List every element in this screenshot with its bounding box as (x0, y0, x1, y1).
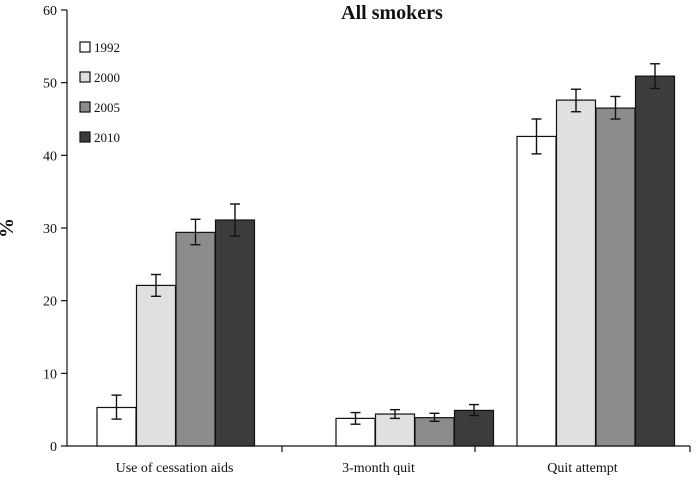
x-category-label: Quit attempt (547, 461, 617, 476)
y-tick-label: 30 (43, 222, 57, 237)
legend-swatch-2000 (79, 71, 91, 83)
y-axis-label: % (0, 218, 18, 238)
legend-label: 2000 (94, 70, 120, 85)
chart-title: All smokers (341, 2, 443, 24)
legend-label: 1992 (94, 40, 120, 55)
bar-2000 (135, 284, 177, 447)
x-category-label: 3-month quit (342, 461, 415, 476)
bar-2000 (374, 413, 416, 447)
y-tick-label: 10 (43, 367, 57, 382)
legend-swatch-1992 (79, 41, 91, 53)
legend-label: 2010 (94, 130, 120, 145)
legend-label: 2005 (94, 100, 120, 115)
bar-2010 (214, 219, 256, 447)
y-tick-label: 50 (43, 77, 57, 92)
y-tick-label: 60 (43, 4, 57, 19)
y-tick-label: 0 (50, 440, 57, 455)
y-tick-label: 40 (43, 149, 57, 164)
bar-2000 (555, 99, 597, 447)
bar-2010 (453, 409, 495, 447)
y-tick-label: 20 (43, 295, 57, 310)
bar-series-group (96, 63, 676, 447)
bar-2005 (175, 231, 216, 447)
y-axis-ticks: 0 10 20 30 40 50 60 (43, 4, 67, 455)
x-axis-categories: Use of cessation aids 3-month quit Quit at… (116, 446, 691, 476)
bar-2005 (595, 107, 636, 447)
legend-swatch-2005 (79, 101, 91, 113)
legend: 1992 2000 2005 2010 (79, 40, 120, 145)
bar-1992 (516, 135, 557, 447)
x-category-label: Use of cessation aids (116, 461, 234, 476)
bar-2010 (634, 75, 676, 447)
legend-swatch-2010 (79, 131, 91, 143)
